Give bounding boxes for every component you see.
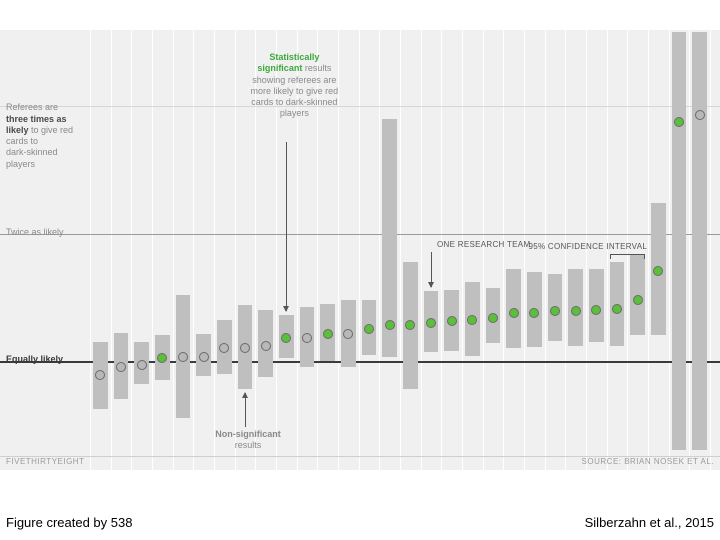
arrow-one-team — [431, 252, 432, 287]
chart-canvas: Equally likely Twice as likely Referees ar… — [0, 30, 720, 470]
gridline-v — [689, 30, 690, 470]
ref-label: Twice as likely — [6, 227, 64, 238]
point-estimate-dot — [612, 304, 622, 314]
chart-plot: Equally likely Twice as likely Referees ar… — [0, 30, 720, 470]
gridline-v — [131, 30, 132, 470]
gridline-v — [193, 30, 194, 470]
point-estimate-dot — [281, 333, 291, 343]
ref-line-3x — [0, 106, 720, 107]
point-estimate-dot — [426, 318, 436, 328]
gridline-v — [462, 30, 463, 470]
annotation-significant: Statisticallysignificant resultsshowing … — [246, 52, 342, 120]
point-estimate-dot — [550, 306, 560, 316]
arrow-significant — [286, 142, 287, 311]
gridline-v — [503, 30, 504, 470]
gridline-v — [524, 30, 525, 470]
gridline-v — [421, 30, 422, 470]
ref-line — [0, 234, 720, 235]
point-estimate-dot — [137, 360, 147, 370]
gridline-v — [483, 30, 484, 470]
point-estimate-dot — [343, 329, 353, 339]
gridline-v — [669, 30, 670, 470]
point-estimate-dot — [385, 320, 395, 330]
point-estimate-dot — [364, 324, 374, 334]
ci-bar — [672, 32, 687, 450]
ci-bracket — [610, 254, 646, 259]
annotation-one-team: ONE RESEARCH TEAM — [437, 240, 530, 250]
gridline-v — [648, 30, 649, 470]
point-estimate-dot — [95, 370, 105, 380]
point-estimate-dot — [157, 353, 167, 363]
point-estimate-dot — [467, 315, 477, 325]
point-estimate-dot — [633, 295, 643, 305]
gridline-v — [173, 30, 174, 470]
ref-label: Equally likely — [6, 354, 63, 365]
gridline-v — [441, 30, 442, 470]
annotation-ci: 95% CONFIDENCE INTERVAL — [528, 242, 647, 252]
gridline-v — [111, 30, 112, 470]
footer-credit-left: Figure created by 538 — [6, 515, 132, 530]
gridline-v — [214, 30, 215, 470]
annotation-three-times: Referees arethree times aslikely to give… — [6, 102, 88, 170]
arrow-nonsignificant — [245, 393, 246, 427]
gridline-v — [90, 30, 91, 470]
point-estimate-dot — [405, 320, 415, 330]
point-estimate-dot — [488, 313, 498, 323]
point-estimate-dot — [529, 308, 539, 318]
source-citation: SOURCE: BRIAN NOSEK ET AL. — [582, 457, 714, 466]
point-estimate-dot — [695, 110, 705, 120]
gridline-v — [152, 30, 153, 470]
point-estimate-dot — [323, 329, 333, 339]
source-brand: FIVETHIRTYEIGHT — [6, 457, 84, 466]
point-estimate-dot — [591, 305, 601, 315]
gridline-v — [379, 30, 380, 470]
gridline-v — [235, 30, 236, 470]
point-estimate-dot — [178, 352, 188, 362]
point-estimate-dot — [674, 117, 684, 127]
point-estimate-dot — [240, 343, 250, 353]
footer-credit-right: Silberzahn et al., 2015 — [585, 515, 714, 530]
point-estimate-dot — [199, 352, 209, 362]
point-estimate-dot — [447, 316, 457, 326]
point-estimate-dot — [116, 362, 126, 372]
gridline-v — [359, 30, 360, 470]
point-estimate-dot — [302, 333, 312, 343]
gridline-v — [710, 30, 711, 470]
point-estimate-dot — [509, 308, 519, 318]
point-estimate-dot — [571, 306, 581, 316]
ci-bar — [692, 32, 707, 450]
annotation-nonsignificant: Non-significantresults — [203, 429, 293, 452]
point-estimate-dot — [261, 341, 271, 351]
point-estimate-dot — [219, 343, 229, 353]
point-estimate-dot — [653, 266, 663, 276]
gridline-v — [400, 30, 401, 470]
ref-line — [0, 361, 720, 363]
